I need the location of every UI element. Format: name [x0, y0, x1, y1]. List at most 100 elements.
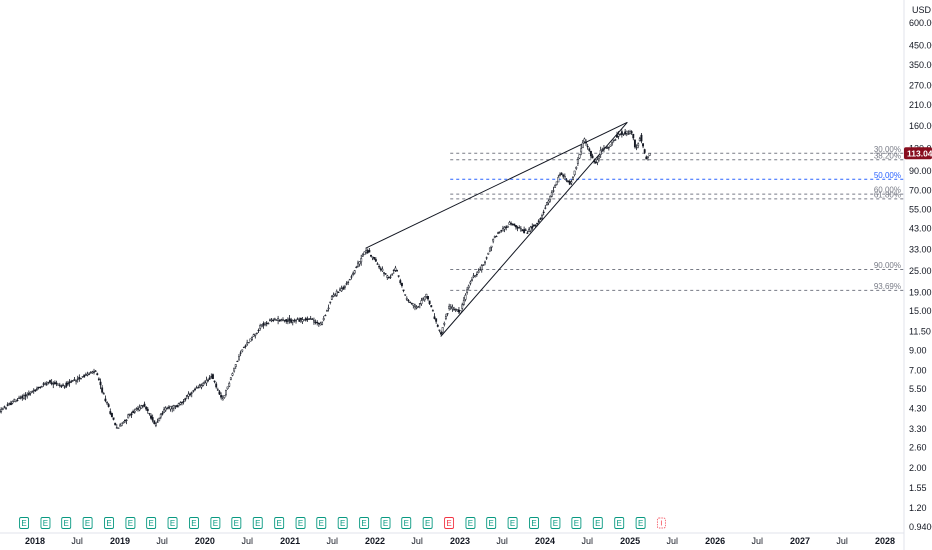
candle-body [358, 261, 361, 265]
candle-body [614, 139, 617, 141]
candle-body [418, 303, 421, 305]
candle-body [370, 254, 372, 257]
candle-body [280, 319, 283, 321]
earnings-letter: E [361, 519, 366, 528]
candle-body [396, 270, 398, 272]
earnings-marker[interactable]: E [295, 517, 306, 529]
candle-body [62, 384, 64, 386]
candle-body [619, 133, 622, 135]
fibonacci-levels[interactable]: 30.00%38.20% 50.00% 60.00%61.80% 90.00% 93.6… [450, 145, 904, 291]
earnings-marker[interactable]: E [19, 517, 30, 529]
candle-body [223, 395, 226, 398]
earnings-letter: E [21, 519, 26, 528]
price-axis[interactable]: 600.00450.00350.00270.00210.00160.00120.… [909, 18, 932, 532]
candle-body [622, 133, 625, 135]
candle-body [430, 305, 433, 308]
earnings-marker[interactable]: E [210, 517, 221, 529]
earnings-badge [274, 517, 285, 529]
earnings-marker[interactable]: E [189, 517, 199, 529]
earnings-marker[interactable]: E [444, 517, 455, 529]
trendlines[interactable] [365, 121, 628, 337]
price-tick-label: 9.00 [909, 346, 927, 356]
earnings-marker[interactable]: E [507, 517, 518, 529]
candle-body [238, 356, 240, 361]
earnings-marker[interactable]: E [316, 517, 327, 529]
earnings-marker[interactable]: E [61, 517, 72, 529]
earnings-marker[interactable]: E [422, 517, 433, 529]
candle-body [572, 177, 574, 181]
candle-body [110, 413, 113, 418]
earnings-marker[interactable]: E [125, 517, 136, 529]
earnings-marker[interactable]: E [359, 517, 370, 529]
earnings-marker[interactable]: E [529, 517, 539, 529]
earnings-marker[interactable]: E [486, 517, 497, 529]
earnings-marker[interactable]: E [380, 517, 391, 529]
earnings-marker[interactable]: E [252, 517, 263, 529]
candle-body [32, 390, 35, 392]
candle-body [399, 280, 402, 284]
candle-body [172, 405, 175, 409]
earnings-marker[interactable] [656, 517, 666, 529]
candle-body [66, 382, 69, 385]
candle-body [231, 373, 234, 376]
candle-body [487, 252, 490, 255]
earnings-marker[interactable]: E [146, 517, 157, 529]
candle-body [503, 227, 506, 230]
candle-body [0, 409, 3, 412]
candle-body [216, 389, 219, 391]
price-tick-label: 33.00 [909, 244, 932, 254]
earnings-marker[interactable]: E [465, 517, 476, 529]
candle-body [53, 382, 56, 385]
candle-body [629, 131, 631, 134]
candle-body [167, 406, 170, 408]
candle-body [101, 387, 104, 393]
earnings-marker[interactable]: E [82, 517, 93, 529]
earnings-marker[interactable]: E [167, 517, 178, 529]
earnings-letter: E [234, 519, 239, 528]
candle-body [580, 148, 583, 153]
candle-body [159, 414, 162, 418]
candle-body [630, 131, 633, 134]
price-tick-label: 450.00 [909, 40, 932, 50]
earnings-marker[interactable]: E [635, 517, 646, 529]
candle-body [202, 383, 205, 386]
candle-body [42, 383, 45, 385]
earnings-marker[interactable]: E [571, 517, 582, 529]
candle-body [83, 374, 86, 378]
earnings-marker[interactable]: E [231, 517, 242, 529]
candle-body [24, 394, 27, 397]
earnings-marker[interactable]: E [614, 517, 625, 529]
candle-body [378, 266, 381, 268]
candle-body [229, 377, 232, 380]
candle-body [102, 393, 105, 395]
candle-body [97, 378, 100, 380]
candle-body [550, 192, 553, 197]
candle-body [490, 245, 493, 248]
time-tick-label: Jul [496, 536, 508, 546]
earnings-marker[interactable]: E [401, 517, 412, 529]
candle-body [462, 300, 465, 305]
time-tick-label: 2018 [25, 536, 45, 546]
candle-body [211, 374, 214, 379]
candle-body [645, 156, 648, 160]
candle-body [545, 202, 548, 206]
earnings-marker[interactable]: E [550, 517, 561, 529]
candle-body [19, 397, 22, 399]
candle-body [620, 131, 623, 135]
earnings-marker[interactable]: E [592, 517, 603, 529]
candle-body [593, 160, 596, 163]
earnings-letter: E [638, 519, 643, 528]
candle-body [154, 423, 157, 426]
time-axis[interactable]: 2018 Jul 2019 Jul 2020 Jul 2021 Jul 2022 Jul 2023 J… [25, 536, 895, 546]
earnings-marker[interactable]: E [104, 517, 114, 529]
earnings-marker[interactable]: E [337, 517, 348, 529]
candle-body [632, 133, 635, 139]
earnings-letter: E [43, 519, 48, 528]
earnings-marker[interactable]: E [40, 517, 51, 529]
price-tick-label: 7.00 [909, 365, 927, 375]
earnings-marker[interactable]: E [274, 517, 285, 529]
candle-body [213, 380, 216, 382]
candle-body [524, 229, 527, 231]
